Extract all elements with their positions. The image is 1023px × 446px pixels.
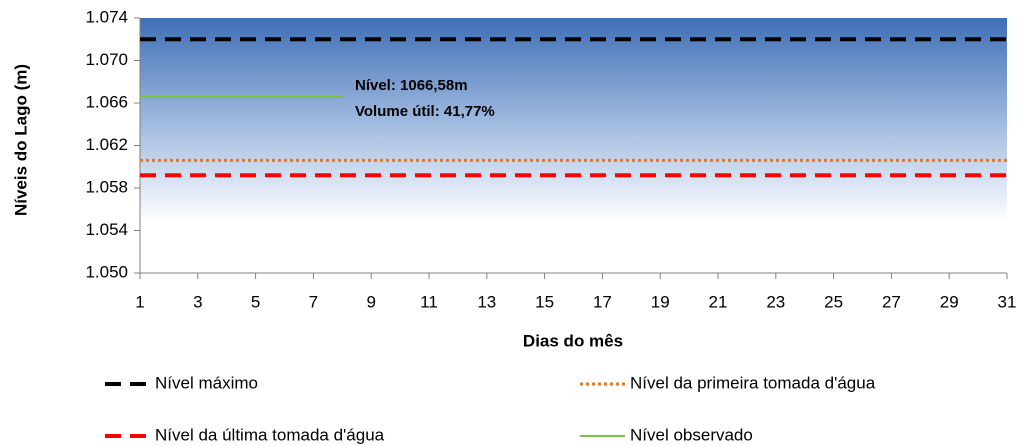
- x-tick-label: 29: [940, 292, 959, 311]
- legend-label: Nível da última tomada d'água: [155, 425, 385, 444]
- x-tick-label: 7: [309, 292, 318, 311]
- y-tick-label: 1.070: [85, 50, 128, 69]
- legend-label: Nível máximo: [155, 373, 258, 392]
- x-tick-label: 25: [824, 292, 843, 311]
- x-tick-label: 11: [420, 292, 438, 311]
- x-tick-label: 17: [593, 292, 612, 311]
- x-tick-label: 5: [251, 292, 260, 311]
- y-tick-label: 1.050: [85, 262, 128, 281]
- y-tick-label: 1.054: [85, 220, 128, 239]
- y-tick-label: 1.074: [85, 7, 128, 26]
- x-tick-label: 19: [651, 292, 670, 311]
- y-axis-title: Níveis do Lago (m): [11, 64, 30, 216]
- x-tick-label: 31: [998, 292, 1017, 311]
- x-tick-label: 3: [193, 292, 202, 311]
- x-tick-label: 27: [882, 292, 901, 311]
- x-tick-label: 23: [766, 292, 785, 311]
- legend-label: Nível da primeira tomada d'água: [630, 373, 876, 392]
- annotation: Nível: 1066,58m: [355, 77, 468, 94]
- legend-label: Nível observado: [630, 425, 753, 444]
- y-tick-label: 1.066: [85, 92, 128, 111]
- annotation: Volume útil: 41,77%: [355, 103, 495, 120]
- x-axis-title: Dias do mês: [523, 331, 623, 350]
- x-tick-label: 13: [477, 292, 496, 311]
- x-tick-label: 15: [535, 292, 554, 311]
- x-tick-label: 1: [135, 292, 144, 311]
- y-tick-label: 1.062: [85, 135, 128, 154]
- x-tick-label: 21: [709, 292, 728, 311]
- y-tick-label: 1.058: [85, 177, 128, 196]
- x-tick-label: 9: [366, 292, 375, 311]
- plot-background: [140, 18, 1007, 273]
